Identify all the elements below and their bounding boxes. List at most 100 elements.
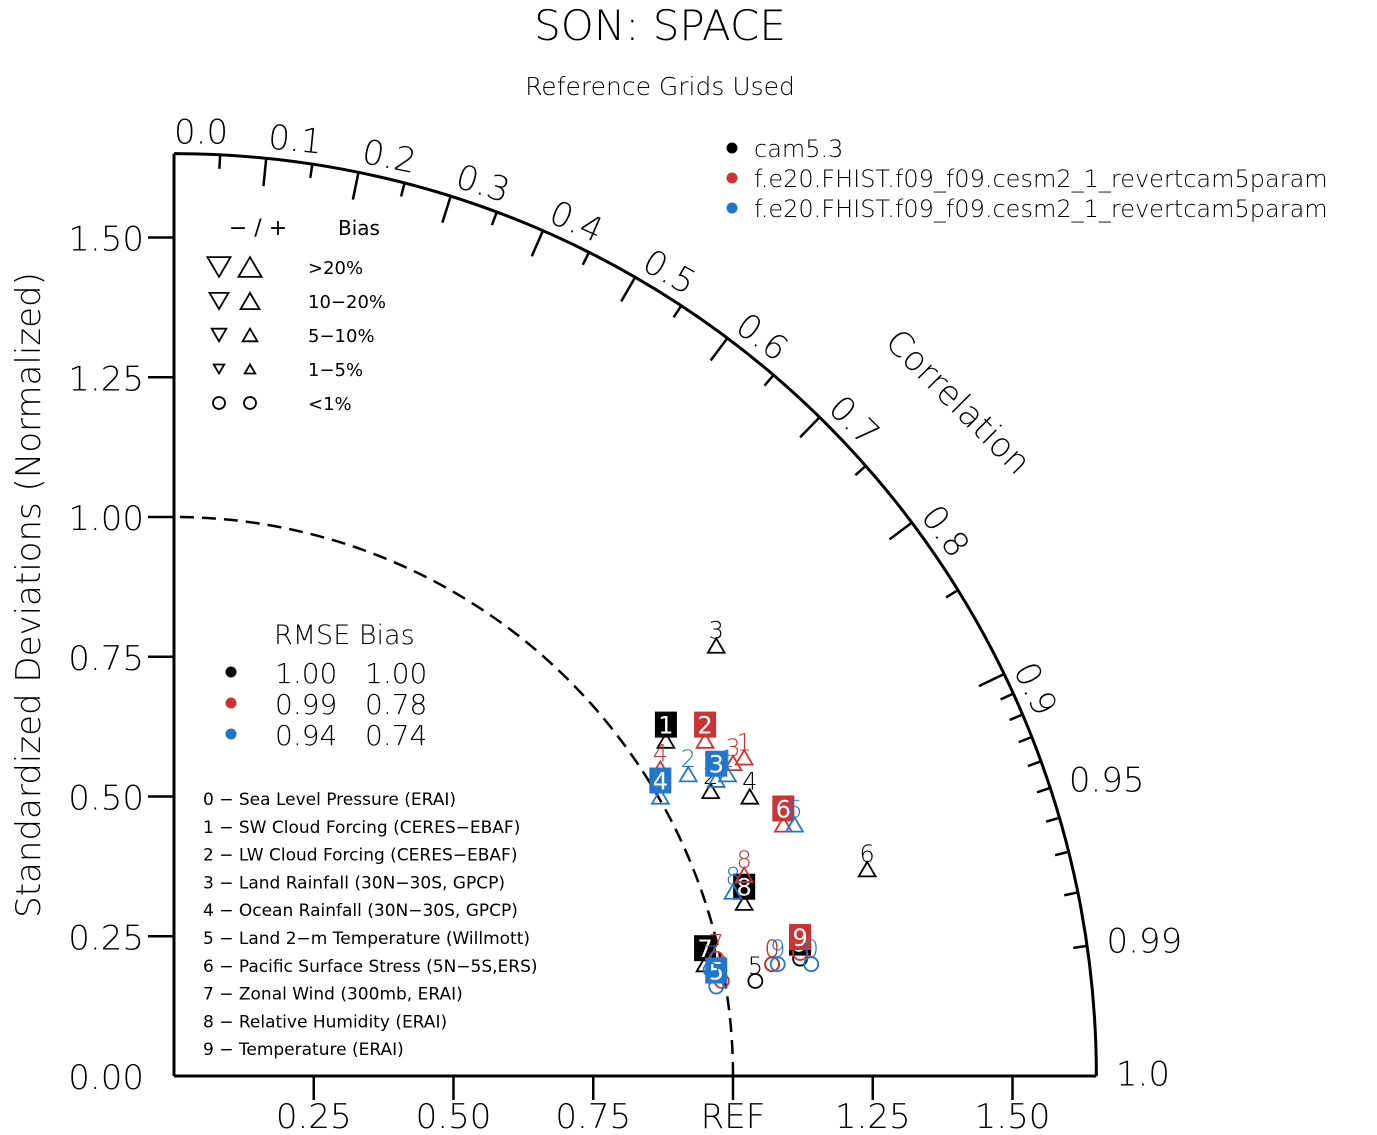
correlation-minor-tick [1073,944,1088,950]
correlation-tick-label: 0.5 [636,242,703,304]
correlation-minor-tick [945,589,959,599]
variable-legend-item: 6 − Pacific Surface Stress (5N−5S,ERS) [203,957,538,977]
variable-legend-item: 2 − LW Cloud Forcing (CERES−EBAF) [203,846,517,866]
data-point-label: 5 [748,952,763,980]
variable-legend-item: 5 − Land 2−m Temperature (Willmott) [203,929,530,949]
y-axis-label: Standardized Deviations (Normalized) [9,272,49,918]
correlation-minor-tick [399,182,406,197]
data-point: 6 [784,795,805,833]
data-point-triangle [857,860,878,878]
correlation-major-tick [799,416,821,439]
correlation-tick-label: 0.0 [174,113,228,153]
variable-legend-item: 7 − Zonal Wind (300mb, ERAI) [203,985,463,1005]
correlation-major-tick [709,337,729,362]
data-point-label: 7 [703,941,718,969]
data-point: 6 [772,795,795,833]
data-point-label: 7 [709,930,724,958]
rmse-legend-value: 0.94 [275,719,337,752]
data-point-triangle [734,865,755,883]
correlation-tick-label: 0.3 [451,157,515,211]
variable-legend-item: 0 − Sea Level Pressure (ERAI) [203,790,456,810]
data-point-circle [764,956,781,973]
bias-legend-label: 10−20% [308,292,386,313]
rmse-legend-dot [225,697,237,709]
model-legend-dot [726,202,738,214]
data-point-label: 3 [725,734,740,762]
data-point-label: 4 [653,740,668,768]
variable-legend-item: 1 − SW Cloud Forcing (CERES−EBAF) [203,818,520,838]
correlation-minor-tick [763,374,775,387]
data-point-triangle [723,753,743,772]
data-point-label: 3 [709,617,724,645]
data-point-label: 0 [764,935,779,963]
y-tick-label: 1.50 [68,220,144,260]
correlation-label: Correlation [877,322,1038,483]
variable-legend-item: 3 − Land Rainfall (30N−30S, GPCP) [203,873,505,893]
data-point-label: 4 [653,768,668,796]
y-tick-label: 0.50 [68,779,144,819]
correlation-tick-label: 0.6 [728,305,795,369]
x-tick-label: 1.25 [835,1097,911,1135]
data-point-label: 9 [792,924,807,952]
bias-legend-label: <1% [308,394,352,415]
chart-subtitle: Reference Grids Used [525,72,795,101]
correlation-minor-tick [581,251,591,266]
data-point: 8 [734,846,755,883]
data-point-label-box [649,767,672,794]
data-point-circle [769,956,786,973]
data-point-circle [803,956,820,973]
data-point-label: 8 [737,846,752,874]
bias-circle-icon [212,396,226,410]
correlation-minor-tick [672,304,683,319]
data-point-triangle [678,765,699,783]
y-tick-label: 0.25 [68,918,144,958]
data-point-label: 4 [742,768,757,796]
data-point-triangle [739,787,760,805]
data-point: 2 [694,711,717,749]
outer-arc [173,152,1098,1077]
data-point: 2 [678,745,699,783]
data-point: 5 [747,952,764,989]
data-point-label: 1 [658,712,673,740]
x-tick-label: 0.50 [416,1097,492,1135]
data-point-label: 6 [776,795,791,823]
correlation-major-tick [441,195,452,224]
rmse-legend-dot [225,728,237,740]
data-point-label-box [789,924,812,951]
correlation-minor-tick [309,163,314,179]
bias-down-triangle-icon [212,363,226,376]
data-point: 3 [723,734,743,772]
data-point: 3 [705,750,728,788]
correlation-minor-tick [1018,735,1033,744]
correlation-minor-tick [1045,816,1060,823]
data-point-label: 8 [725,863,740,891]
y-tick-label: 0.00 [68,1058,144,1098]
data-point: 1 [654,711,677,749]
rmse-legend-dot [225,666,237,678]
reference-arc [173,515,735,1077]
x-tick-label: REF [701,1097,766,1135]
bias-legend-label: 5−10% [308,326,375,347]
data-point: 4 [649,767,672,805]
rmse-legend-value: 0.99 [275,688,337,721]
data-point: 1 [734,728,755,766]
x-tick-label: 1.50 [975,1097,1051,1135]
data-point-triangle [784,815,805,833]
bias-legend-label: 1−5% [308,360,363,381]
y-tick-label: 1.25 [68,359,144,399]
legends-group: cam5.3f.e20.FHIST.f09_f09.cesm2_1_revert… [203,135,1328,1060]
data-point: 0 [803,935,820,973]
correlation-tick-label: 1.0 [1116,1055,1170,1095]
data-point-label: 2 [697,712,712,740]
bias-legend-value: 0.78 [365,688,427,721]
data-point-circle [747,973,764,989]
bias-up-triangle-icon [238,291,262,310]
data-point-label: 9 [770,935,785,963]
data-point-triangle [706,770,727,788]
bias-down-triangle-icon [205,256,233,279]
data-point-label: 5 [709,958,724,986]
axes-group: 0.000.250.500.751.001.251.500.25 0.50 0.75… [68,113,1182,1135]
data-point-label: 3 [709,751,724,779]
bias-down-triangle-icon [210,327,228,344]
